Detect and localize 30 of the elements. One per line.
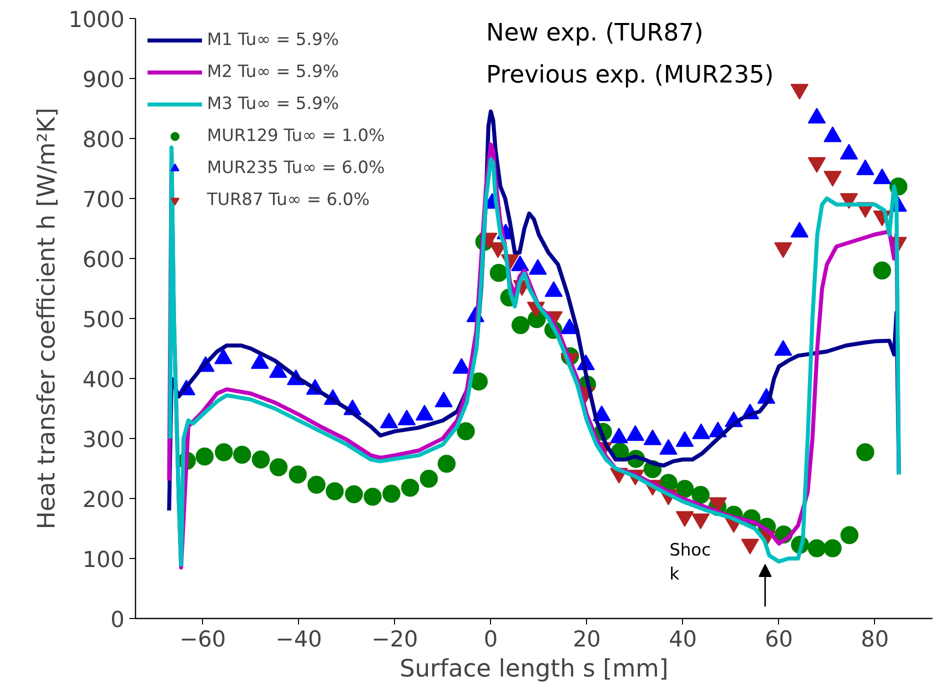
y-tick-label: 300 — [82, 428, 125, 453]
annotation: New exp. (TUR87) — [486, 18, 704, 46]
y-tick-label: 500 — [82, 308, 125, 333]
y-tick-label: 400 — [82, 368, 125, 393]
y-tick-label: 200 — [82, 488, 125, 513]
x-tick-label: −60 — [180, 628, 226, 652]
y-tick-label: 100 — [82, 548, 125, 573]
y-tick-label: 1000 — [68, 8, 125, 33]
legend-label: M1 Tu∞ = 5.9% — [207, 30, 339, 50]
legend-label: MUR235 Tu∞ = 6.0% — [207, 158, 385, 178]
legend-label: M2 Tu∞ = 5.9% — [207, 62, 339, 82]
x-tick-label: 80 — [860, 628, 889, 652]
y-axis-title: Heat transfer coefficient h [W/m²K] — [32, 108, 61, 530]
y-tick-label: 600 — [82, 248, 125, 273]
y-tick-label: 700 — [82, 188, 125, 213]
y-tick-label: 800 — [82, 128, 125, 153]
y-tick-label: 0 — [110, 608, 125, 633]
annotation: Shoc k — [669, 540, 711, 584]
annotation: Previous exp. (MUR235) — [486, 60, 774, 88]
x-tick-label: 20 — [572, 628, 601, 652]
x-tick-label: 0 — [484, 628, 498, 652]
x-tick-label: −40 — [276, 628, 322, 652]
legend-label: M3 Tu∞ = 5.9% — [207, 94, 339, 114]
x-tick-label: −20 — [372, 628, 418, 652]
y-tick-label: 900 — [82, 68, 125, 93]
x-tick-label: 40 — [668, 628, 697, 652]
x-tick-label: 60 — [764, 628, 793, 652]
legend-label: MUR129 Tu∞ = 1.0% — [207, 126, 385, 146]
x-axis-title: Surface length s [mm] — [400, 654, 668, 682]
legend-label: TUR87 Tu∞ = 6.0% — [207, 190, 370, 210]
